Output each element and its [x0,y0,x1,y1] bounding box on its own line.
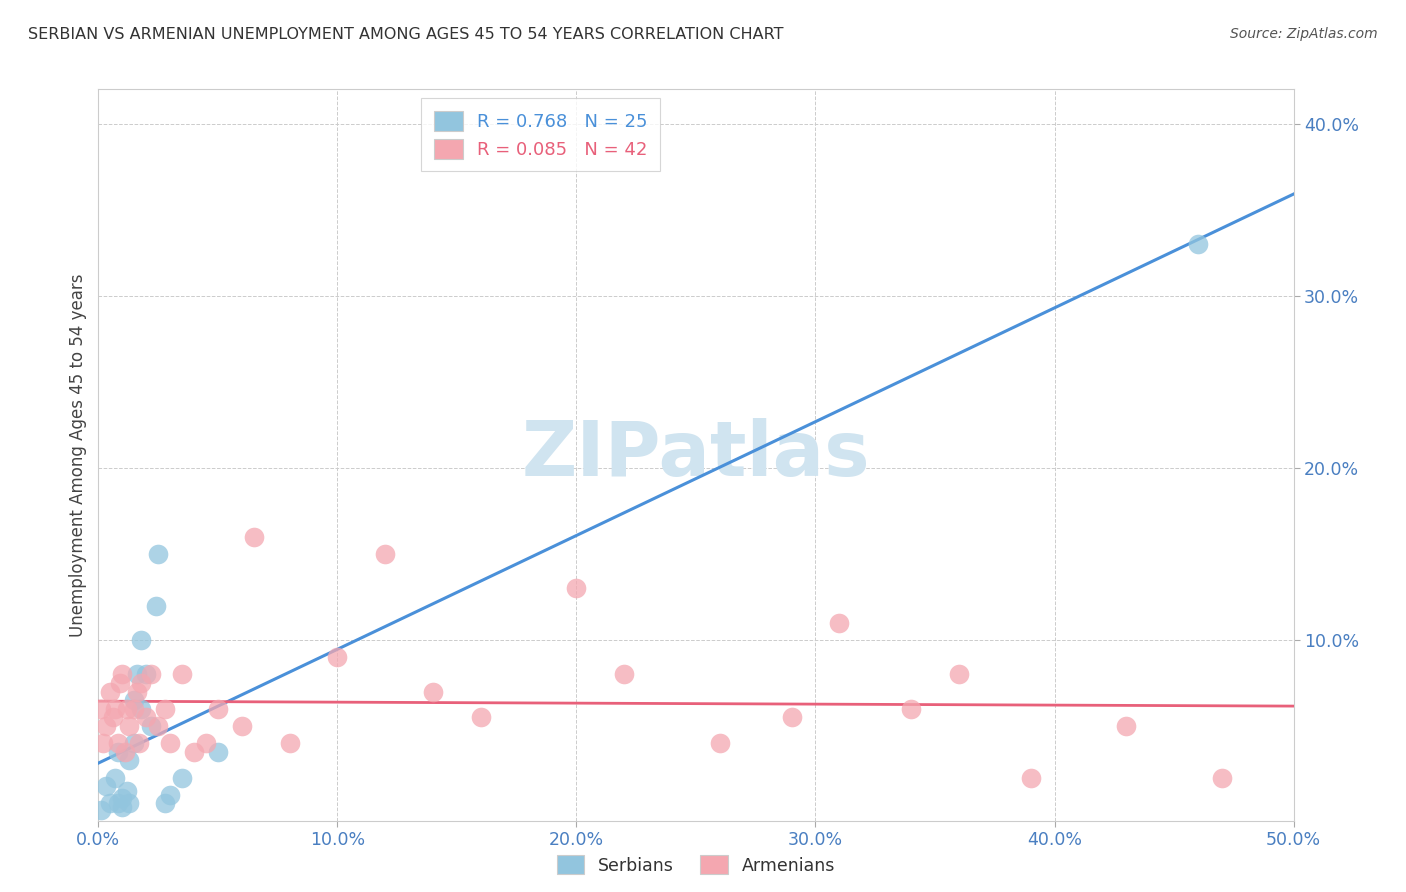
Point [124,702,146,716]
Point [135,667,157,681]
Point [243,530,266,544]
Point [115,702,138,716]
Point [94,719,117,733]
Point [172,771,194,785]
Text: Source: ZipAtlas.com: Source: ZipAtlas.com [1230,27,1378,41]
Point [145,599,167,613]
Point [125,667,148,681]
Point [194,736,217,750]
Point [709,736,731,750]
Point [278,736,301,750]
Point [139,719,162,733]
Point [159,736,181,750]
Point [780,710,803,724]
Point [118,753,141,767]
Text: SERBIAN VS ARMENIAN UNEMPLOYMENT AMONG AGES 45 TO 54 YEARS CORRELATION CHART: SERBIAN VS ARMENIAN UNEMPLOYMENT AMONG A… [28,27,783,42]
Point [155,702,177,716]
Point [900,702,922,716]
Point [148,547,170,561]
Point [128,736,150,750]
Point [374,547,396,561]
Point [326,650,349,665]
Point [207,745,229,759]
Point [470,710,492,724]
Point [565,582,588,596]
Text: ZIPatlas: ZIPatlas [522,418,870,491]
Point [115,784,138,798]
Point [94,779,117,793]
Point [131,702,153,716]
Point [172,667,194,681]
Point [155,797,177,811]
Point [124,736,146,750]
Point [108,676,131,690]
Point [1211,771,1233,785]
Y-axis label: Unemployment Among Ages 45 to 54 years: Unemployment Among Ages 45 to 54 years [69,273,87,637]
Point [90,803,112,817]
Point [231,719,253,733]
Point [422,684,444,698]
Legend: Serbians, Armenians: Serbians, Armenians [550,848,842,881]
Point [90,702,112,716]
Point [118,797,141,811]
Point [107,745,129,759]
Point [183,745,205,759]
Point [114,745,136,759]
Point [101,710,124,724]
Point [1019,771,1042,785]
Point [131,676,153,690]
Point [828,615,851,630]
Point [91,736,114,750]
Point [948,667,970,681]
Point [135,710,157,724]
Point [139,667,162,681]
Point [98,684,122,698]
Point [107,797,129,811]
Point [111,800,134,814]
Point [98,797,122,811]
Point [111,667,134,681]
Point [107,736,129,750]
Point [148,719,170,733]
Point [125,684,148,698]
Point [104,771,127,785]
Point [1115,719,1137,733]
Point [207,702,229,716]
Point [1187,237,1209,252]
Point [111,791,134,805]
Point [131,632,153,647]
Point [613,667,636,681]
Point [104,702,127,716]
Point [159,788,181,802]
Point [118,719,141,733]
Point [124,693,146,707]
